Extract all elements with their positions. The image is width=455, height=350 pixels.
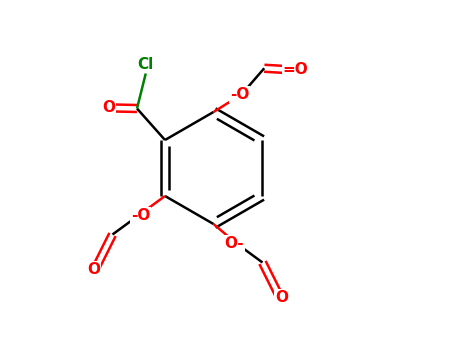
Text: =O: =O bbox=[283, 63, 308, 77]
Text: O: O bbox=[275, 290, 288, 305]
Text: -O: -O bbox=[131, 208, 150, 223]
Text: O: O bbox=[102, 100, 116, 115]
Text: O: O bbox=[87, 262, 100, 277]
Text: O-: O- bbox=[225, 236, 244, 251]
Text: Cl: Cl bbox=[137, 57, 154, 72]
Text: -O: -O bbox=[230, 87, 249, 102]
